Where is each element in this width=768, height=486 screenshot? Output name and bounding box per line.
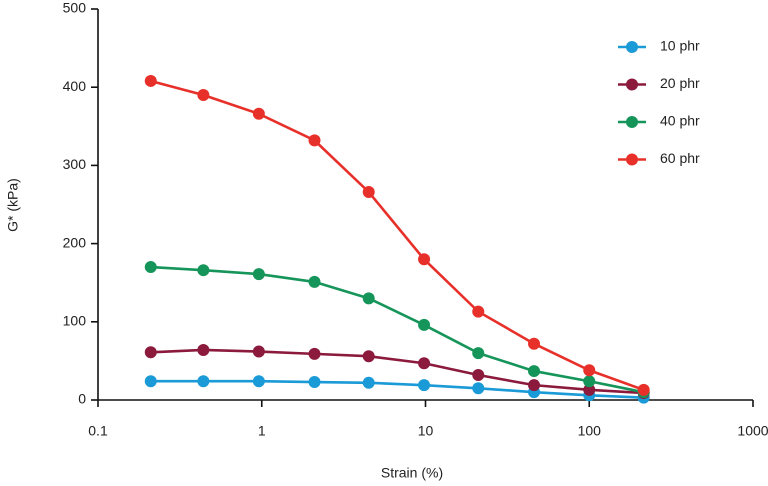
data-point [528,337,541,350]
data-point [144,375,157,388]
legend-marker [626,153,638,166]
x-axis-label: Strain (%) [381,465,443,481]
data-point [144,74,157,87]
data-point [637,383,650,396]
data-point [252,268,265,281]
data-point [472,305,485,318]
data-point [362,350,375,363]
x-tick-label: 1000 [737,423,768,439]
data-point [418,318,431,331]
series-line [150,348,644,395]
data-point [528,365,541,378]
data-point [308,376,321,389]
data-point [308,275,321,288]
series-line [150,79,645,392]
data-point [362,292,375,305]
x-tick-label: 100 [578,423,602,439]
y-tick-label: 100 [63,313,87,329]
data-point [418,357,431,370]
y-tick-label: 300 [63,156,87,172]
x-tick-label: 10 [418,423,434,439]
data-point [528,379,541,392]
data-point [197,89,210,102]
data-point [197,264,210,277]
data-point [472,347,485,360]
data-point [197,375,210,388]
data-point [472,382,485,395]
data-point [144,261,157,274]
data-point [197,343,210,356]
legend-label: 20 phr [660,75,700,91]
data-point [362,185,375,198]
data-point [144,346,157,359]
y-tick-label: 200 [63,234,87,250]
data-point [583,383,596,396]
legend-label: 40 phr [660,113,700,129]
data-point [418,379,431,392]
legend-label: 60 phr [660,150,700,166]
series-line [150,379,644,399]
legend-label: 10 phr [660,38,700,54]
data-point [308,134,321,147]
data-point [583,375,596,388]
data-point [583,364,596,377]
data-point [252,107,265,120]
legend-marker [626,116,638,128]
y-tick-label: 500 [63,0,87,16]
data-point [252,345,265,358]
legend-marker [626,78,638,91]
y-tick-label: 400 [63,78,87,94]
x-tick-label: 1 [258,423,266,439]
data-point [308,347,321,360]
data-point [362,376,375,389]
y-axis-label: G* (kPa) [5,178,21,232]
data-point [418,253,431,266]
data-point [472,368,485,381]
series-line [150,265,644,394]
data-point [252,375,265,388]
x-tick-label: 0.1 [88,423,108,439]
y-tick-label: 0 [78,391,86,407]
legend-marker [626,41,638,53]
